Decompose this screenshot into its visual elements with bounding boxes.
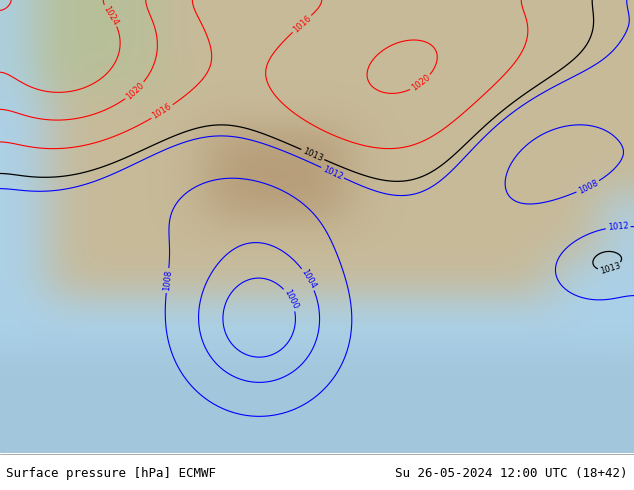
Text: 1024: 1024 bbox=[101, 4, 120, 27]
Text: Su 26-05-2024 12:00 UTC (18+42): Su 26-05-2024 12:00 UTC (18+42) bbox=[395, 467, 628, 480]
Text: 1016: 1016 bbox=[291, 13, 313, 34]
Text: 1000: 1000 bbox=[282, 288, 299, 311]
Text: 1013: 1013 bbox=[598, 262, 621, 276]
Text: Surface pressure [hPa] ECMWF: Surface pressure [hPa] ECMWF bbox=[6, 467, 216, 480]
Text: 1008: 1008 bbox=[576, 178, 599, 196]
Text: 1020: 1020 bbox=[410, 73, 432, 93]
Text: 1004: 1004 bbox=[299, 268, 318, 291]
Text: 1008: 1008 bbox=[162, 270, 173, 292]
Text: 1016: 1016 bbox=[151, 102, 174, 121]
Text: 1012: 1012 bbox=[607, 221, 629, 232]
Text: 1013: 1013 bbox=[301, 146, 324, 163]
Text: 1020: 1020 bbox=[124, 80, 146, 101]
Text: 1012: 1012 bbox=[321, 164, 344, 181]
